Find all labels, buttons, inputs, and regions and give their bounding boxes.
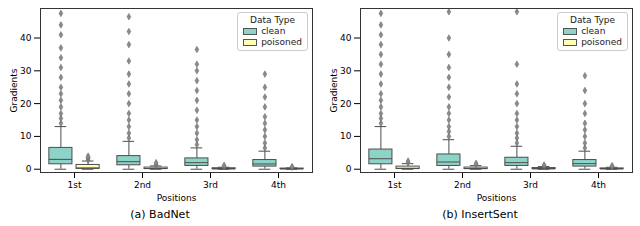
svg-text:20: 20 bbox=[340, 99, 352, 109]
svg-text:10: 10 bbox=[340, 131, 352, 141]
svg-text:30: 30 bbox=[20, 66, 32, 76]
svg-text:4th: 4th bbox=[271, 180, 286, 190]
svg-text:10: 10 bbox=[20, 131, 32, 141]
html-text:poisoned: poisoned bbox=[261, 37, 302, 47]
svg-text:3rd: 3rd bbox=[203, 180, 218, 190]
svg-text:4th: 4th bbox=[591, 180, 606, 190]
svg-text:20: 20 bbox=[20, 99, 32, 109]
html-text:clean: clean bbox=[581, 26, 606, 36]
html-text:poisoned: poisoned bbox=[581, 37, 622, 47]
svg-text:3rd: 3rd bbox=[523, 180, 538, 190]
html-text:(a) BadNet: (a) BadNet bbox=[130, 208, 190, 221]
svg-text:1st: 1st bbox=[388, 180, 402, 190]
svg-text:2nd: 2nd bbox=[134, 180, 151, 190]
svg-text:2nd: 2nd bbox=[454, 180, 471, 190]
svg-text:1st: 1st bbox=[68, 180, 82, 190]
svg-text:0: 0 bbox=[26, 164, 32, 174]
svg-text:Positions: Positions bbox=[477, 193, 517, 203]
svg-text:30: 30 bbox=[340, 66, 352, 76]
svg-text:40: 40 bbox=[20, 33, 32, 43]
html-text:Data Type: Data Type bbox=[570, 15, 616, 25]
svg-text:Positions: Positions bbox=[157, 193, 197, 203]
html-text:Data Type: Data Type bbox=[250, 15, 296, 25]
svg-text:Gradients: Gradients bbox=[329, 68, 339, 112]
html-text:clean: clean bbox=[261, 26, 286, 36]
svg-text:0: 0 bbox=[346, 164, 352, 174]
html-text:(b) InsertSent: (b) InsertSent bbox=[442, 208, 518, 221]
svg-text:Gradients: Gradients bbox=[9, 68, 19, 112]
svg-text:40: 40 bbox=[340, 33, 352, 43]
